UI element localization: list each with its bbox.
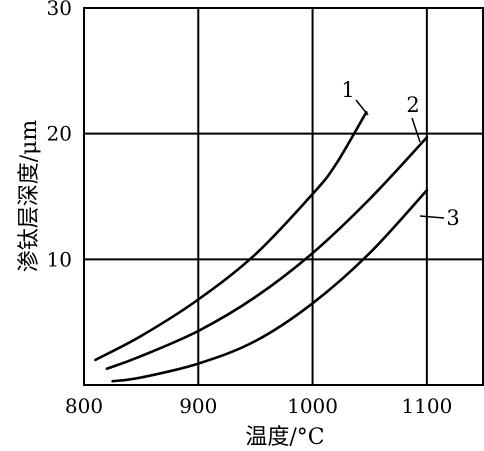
plot-frame (83, 7, 484, 386)
grid (84, 7, 484, 385)
y-tick-label-10: 10 (47, 247, 72, 271)
curve-label-1: 1 (341, 78, 354, 102)
x-axis-label: 温度/°C (245, 425, 324, 450)
x-tick-labels: 800 900 1000 1100 (65, 394, 452, 418)
y-axis-label: 渗钛层深度/μm (17, 120, 42, 273)
x-tick-label-900: 900 (179, 394, 217, 418)
series-line-3 (111, 188, 429, 383)
curve-label-3: 3 (446, 206, 459, 230)
x-tick-label-1000: 1000 (287, 394, 338, 418)
curves (94, 111, 429, 383)
x-tick-label-800: 800 (65, 394, 103, 418)
leader-line-1 (355, 99, 369, 116)
x-tick-label-1100: 1100 (401, 394, 452, 418)
curve-label-2: 2 (406, 93, 419, 117)
y-tick-labels: 10 20 30 (47, 0, 72, 271)
series-line-2 (105, 136, 429, 370)
series-line-1 (94, 111, 368, 362)
leader-line-3 (419, 215, 445, 219)
leader-line-2 (411, 117, 421, 143)
label-leaders (355, 99, 445, 219)
y-tick-label-30: 30 (47, 0, 72, 20)
y-tick-label-20: 20 (47, 122, 72, 146)
